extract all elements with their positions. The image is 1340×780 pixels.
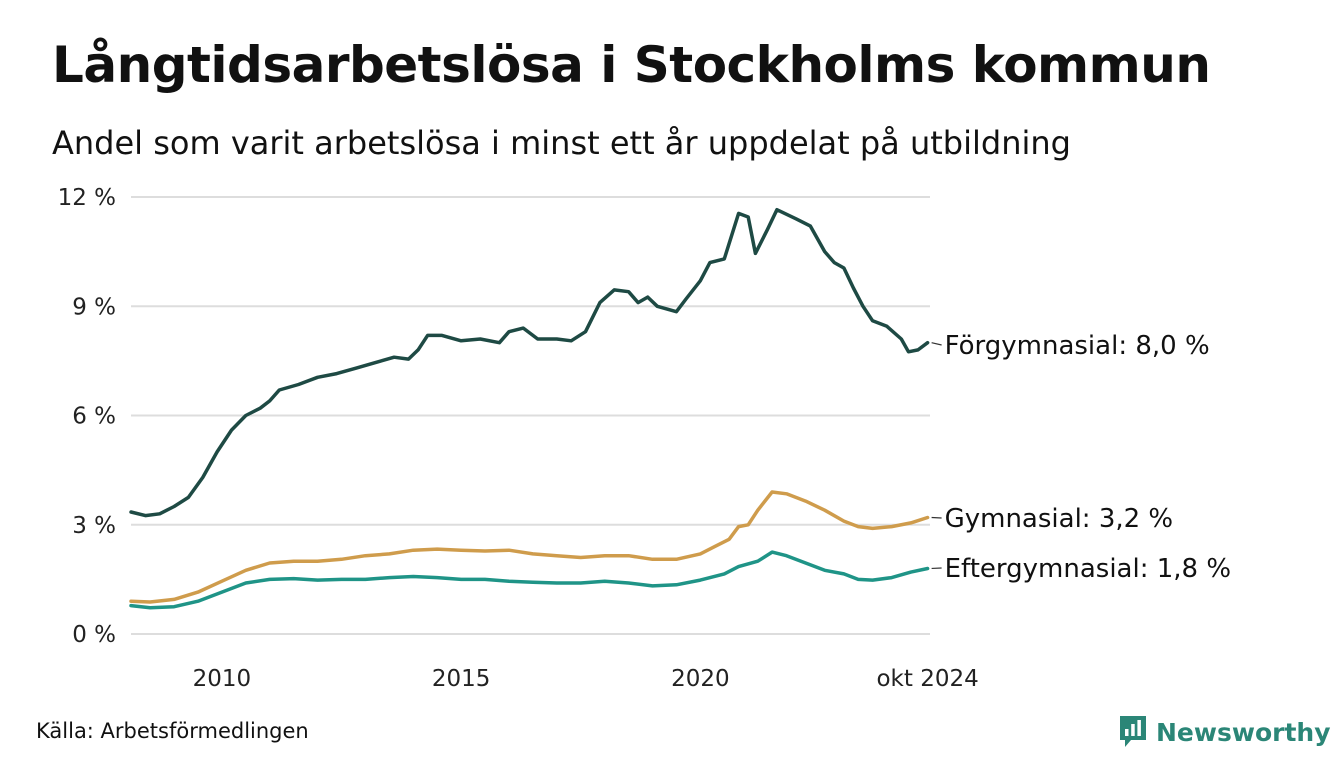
chart-subtitle: Andel som varit arbetslösa i minst ett å…	[52, 124, 1071, 162]
end-label-leader	[931, 516, 942, 519]
end-labels: Förgymnasial: 8,0 % Gymnasial: 3,2 % Efter…	[931, 331, 1231, 584]
source-note: Källa: Arbetsförmedlingen	[36, 719, 309, 743]
y-tick-label: 9 %	[72, 294, 116, 320]
y-tick-label: 3 %	[72, 513, 116, 539]
x-tick-label: 2020	[671, 666, 730, 692]
y-tick-label: 12 %	[58, 185, 116, 211]
x-axis-tick-labels: 2010 2015 2020 okt 2024	[193, 666, 979, 692]
end-label-eftergymnasial: Eftergymnasial: 1,8 %	[945, 554, 1231, 584]
y-tick-label: 6 %	[72, 404, 116, 430]
brand-name: Newsworthy	[1156, 717, 1331, 747]
newsworthy-logo-icon	[1120, 716, 1146, 747]
x-tick-label: okt 2024	[876, 666, 978, 692]
line-chart: 0 % 3 % 6 % 9 % 12 % 2010 2015 2020 okt 2024 Fö…	[58, 185, 1231, 692]
end-label-leader	[931, 342, 942, 346]
series-line-forgymnasial	[129, 207, 930, 518]
series-lines	[129, 207, 930, 610]
x-tick-label: 2015	[432, 666, 491, 692]
series-line-gymnasial	[129, 490, 930, 604]
y-axis-tick-labels: 0 % 3 % 6 % 9 % 12 %	[58, 185, 116, 648]
gridlines	[131, 196, 930, 635]
y-tick-label: 0 %	[72, 622, 116, 648]
x-tick-label: 2010	[193, 666, 252, 692]
series-line-eftergymnasial	[129, 550, 930, 610]
brand-logo[interactable]: Newsworthy	[1118, 714, 1331, 750]
end-label-forgymnasial: Förgymnasial: 8,0 %	[945, 331, 1210, 361]
chart-title: Långtidsarbetslösa i Stockholms kommun	[52, 36, 1211, 94]
end-label-gymnasial: Gymnasial: 3,2 %	[945, 504, 1174, 534]
